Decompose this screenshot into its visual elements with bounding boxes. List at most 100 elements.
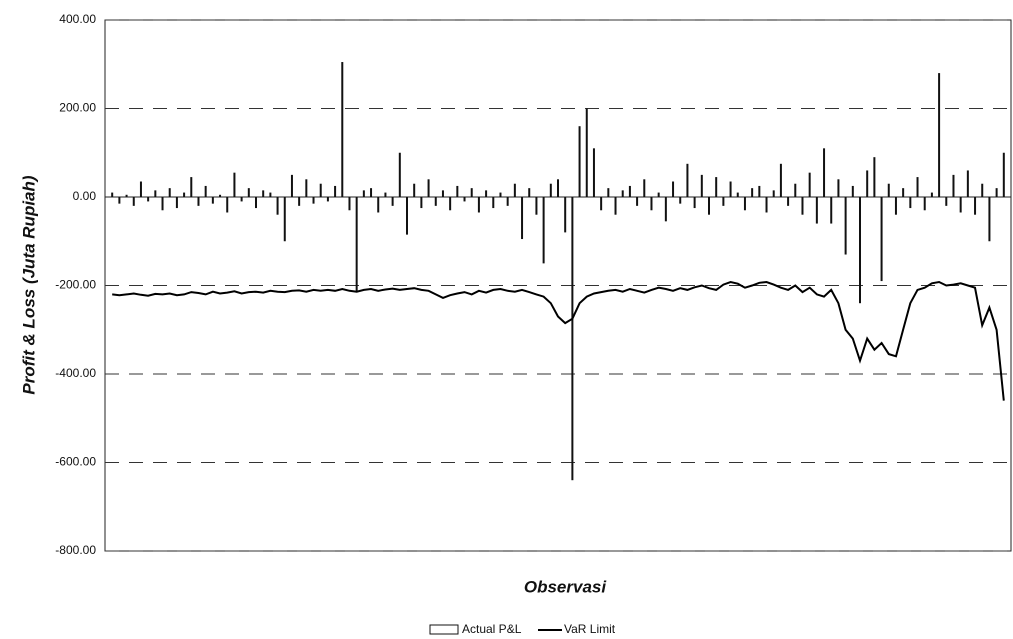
y-tick-label: -600.00 bbox=[55, 455, 96, 469]
bar bbox=[499, 192, 502, 197]
bar bbox=[290, 174, 293, 197]
bar bbox=[751, 188, 754, 197]
bar bbox=[549, 183, 552, 197]
bar bbox=[211, 197, 214, 204]
bar bbox=[794, 183, 797, 197]
bar bbox=[521, 197, 524, 240]
y-tick-label: -200.00 bbox=[55, 278, 96, 292]
bar bbox=[125, 194, 128, 197]
bar bbox=[815, 197, 818, 224]
bar bbox=[161, 197, 164, 211]
bar bbox=[319, 183, 322, 197]
y-tick-label: 0.00 bbox=[73, 189, 97, 203]
line bbox=[112, 280, 1005, 401]
bar bbox=[269, 192, 272, 197]
bar bbox=[132, 197, 135, 206]
bar bbox=[859, 197, 861, 304]
bar bbox=[894, 197, 897, 215]
bar bbox=[434, 197, 437, 206]
bar bbox=[506, 197, 509, 206]
bar bbox=[686, 163, 689, 197]
bar bbox=[600, 197, 603, 211]
bar bbox=[700, 174, 703, 197]
bar bbox=[168, 188, 171, 197]
bar bbox=[427, 179, 430, 197]
bar bbox=[1002, 152, 1005, 197]
bar bbox=[945, 197, 948, 206]
legend-label: Actual P&L bbox=[462, 622, 522, 636]
bar bbox=[413, 183, 416, 197]
bar bbox=[614, 197, 617, 215]
bar bbox=[377, 197, 380, 213]
legend-swatch bbox=[429, 624, 459, 635]
bar bbox=[255, 197, 257, 209]
y-tick-label: 200.00 bbox=[59, 101, 96, 115]
bar bbox=[708, 197, 710, 215]
bar bbox=[801, 197, 804, 215]
bar bbox=[564, 197, 567, 233]
bar bbox=[657, 192, 660, 197]
bar bbox=[247, 188, 250, 197]
bar bbox=[326, 197, 329, 202]
bar bbox=[930, 192, 933, 197]
bar bbox=[147, 197, 150, 202]
bar bbox=[585, 108, 588, 197]
bar bbox=[513, 183, 516, 197]
bar bbox=[204, 185, 207, 197]
bar bbox=[175, 197, 178, 209]
bar bbox=[441, 190, 444, 197]
bar bbox=[923, 197, 926, 211]
bar bbox=[528, 188, 531, 197]
bar bbox=[866, 170, 869, 197]
bar bbox=[772, 190, 775, 197]
bar bbox=[736, 192, 739, 197]
bar bbox=[823, 148, 826, 197]
y-tick-label: -400.00 bbox=[55, 366, 96, 380]
legend-label: VaR Limit bbox=[564, 622, 616, 636]
bar bbox=[370, 188, 373, 197]
bar bbox=[492, 197, 495, 209]
bar bbox=[183, 192, 186, 197]
bar bbox=[873, 157, 876, 197]
bar bbox=[830, 197, 833, 224]
x-axis-label: Observasi bbox=[524, 577, 607, 596]
bar bbox=[808, 172, 811, 197]
bar bbox=[463, 197, 466, 202]
bar bbox=[672, 181, 675, 197]
bar bbox=[420, 197, 423, 209]
bar bbox=[571, 197, 574, 481]
bar bbox=[995, 188, 998, 197]
bar bbox=[391, 197, 394, 206]
bar bbox=[715, 177, 718, 197]
bar bbox=[959, 197, 962, 213]
bar bbox=[312, 197, 315, 204]
bar bbox=[233, 172, 236, 197]
bar bbox=[909, 197, 912, 209]
bar bbox=[197, 197, 200, 206]
bar bbox=[664, 197, 667, 222]
bar bbox=[477, 197, 480, 213]
bar bbox=[643, 179, 646, 197]
bar bbox=[851, 185, 854, 197]
bar bbox=[765, 197, 768, 213]
bar bbox=[988, 197, 991, 242]
bar bbox=[607, 188, 610, 197]
bar bbox=[262, 190, 265, 197]
bar bbox=[592, 148, 595, 197]
bar bbox=[348, 197, 351, 211]
bar bbox=[118, 197, 121, 204]
bar bbox=[398, 152, 401, 197]
bar bbox=[938, 73, 941, 197]
bar bbox=[636, 197, 639, 206]
bar bbox=[334, 185, 337, 197]
bar bbox=[628, 185, 631, 197]
bar bbox=[219, 194, 222, 197]
y-axis-label: Profit & Loss (Juta Rupiah) bbox=[19, 175, 38, 394]
bar bbox=[966, 170, 969, 197]
bar bbox=[787, 197, 790, 206]
bar bbox=[981, 183, 984, 197]
bar bbox=[758, 185, 761, 197]
bar bbox=[779, 163, 782, 197]
bar bbox=[679, 197, 682, 204]
